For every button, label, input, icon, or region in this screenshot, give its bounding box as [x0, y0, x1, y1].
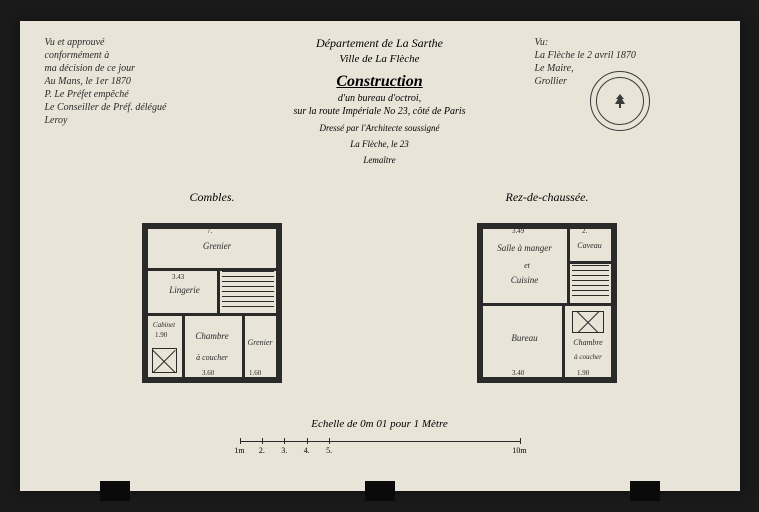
dimension: 3.49 — [512, 227, 524, 235]
scale-tick — [329, 438, 330, 444]
scale-tick — [307, 438, 308, 444]
approval-line: Au Mans, le 1er 1870 — [45, 75, 225, 88]
eagle-icon — [610, 91, 630, 111]
approval-line: Vu et approuvé — [45, 36, 225, 49]
approval-line: Le Conseiller de Préf. délégué — [45, 101, 225, 114]
scale-line — [240, 441, 520, 442]
approval-line: La Flèche le 2 avril 1870 — [535, 49, 715, 62]
scale-number: 3. — [281, 446, 287, 455]
room-label: Salle à manger — [487, 243, 562, 253]
approval-line: Vu: — [535, 36, 715, 49]
subtitle2: sur la route Impériale No 23, côté de Pa… — [225, 106, 535, 117]
stairs — [572, 265, 609, 301]
inner-wall — [562, 303, 565, 377]
cross-hatch — [572, 311, 604, 333]
main-title: Construction — [225, 73, 535, 91]
dimension: 7. — [207, 227, 212, 235]
dimension: 3.60 — [202, 369, 214, 377]
scale-number: 2. — [259, 446, 265, 455]
approval-left: Vu et approuvé conformément à ma décisio… — [45, 36, 225, 165]
dimension: 3.40 — [512, 369, 524, 377]
dimension: 3.43 — [172, 273, 184, 281]
inner-wall — [217, 268, 220, 316]
ville-line: Ville de La Flèche — [225, 53, 535, 65]
room-label: Cabinet — [149, 321, 179, 329]
room-label: Grenier — [245, 338, 275, 347]
room-label: à coucher — [187, 353, 237, 362]
room-label: Chambre — [187, 331, 237, 341]
architect-loc: La Flèche, le 23 — [225, 139, 535, 149]
scale-number: 1m — [234, 446, 244, 455]
cross-hatch — [152, 348, 177, 373]
scale-tick — [520, 438, 521, 444]
plan-rdc: Rez-de-chaussée. — [462, 190, 632, 393]
floor-plan-combles: Grenier Lingerie Cabinet Chambre à couch… — [127, 213, 297, 393]
scale-tick — [262, 438, 263, 444]
plan-combles: Combles. — [127, 190, 297, 393]
inner-wall — [148, 313, 276, 316]
title-block: Département de La Sarthe Ville de La Flè… — [225, 36, 535, 165]
floor-plan-rdc: Salle à manger et Cuisine Caveau Bureau … — [462, 213, 632, 393]
dimension: 1.90 — [577, 369, 589, 377]
room-label: Caveau — [572, 241, 607, 250]
room-label: Lingerie — [157, 285, 212, 295]
seal-inner — [596, 77, 644, 125]
signature-center: Lemaître — [225, 155, 535, 165]
room-label: à coucher — [567, 353, 609, 361]
scale-label: Echelle de 0m 01 pour 1 Mètre — [45, 418, 715, 430]
dimension: 1.60 — [249, 369, 261, 377]
scale-number: 10m — [512, 446, 526, 455]
inner-wall — [567, 229, 570, 306]
stairs — [222, 271, 274, 311]
subtitle: d'un bureau d'octroi, — [225, 93, 535, 104]
architectural-drawing: Vu et approuvé conformément à ma décisio… — [20, 21, 740, 491]
inner-wall — [182, 313, 185, 377]
signature: Leroy — [45, 114, 225, 127]
approval-line: P. Le Préfet empêché — [45, 88, 225, 101]
scale-tick — [284, 438, 285, 444]
room-label: Chambre — [567, 338, 609, 347]
plan-label: Combles. — [127, 190, 297, 205]
binder-clip — [630, 481, 660, 501]
binder-clip — [365, 481, 395, 501]
scale-bar: 1m2.3.4.5.10m — [240, 438, 520, 453]
official-seal — [590, 71, 650, 131]
department-line: Département de La Sarthe — [225, 36, 535, 51]
approval-line: conformément à — [45, 49, 225, 62]
room-label: Cuisine — [497, 275, 552, 285]
plan-label: Rez-de-chaussée. — [462, 190, 632, 205]
dimension: 2. — [582, 227, 587, 235]
plans-row: Combles. — [45, 190, 715, 393]
scale-tick — [240, 438, 241, 444]
scale-row: Echelle de 0m 01 pour 1 Mètre 1m 2. 3. 4. 5.… — [45, 418, 715, 458]
architect-line: Dressé par l'Architecte soussigné — [225, 123, 535, 133]
binder-clip — [100, 481, 130, 501]
inner-wall — [567, 261, 611, 264]
scale-number: 5. — [326, 446, 332, 455]
scale-number: 4. — [304, 446, 310, 455]
room-label: Bureau — [497, 333, 552, 343]
room-label: et — [517, 261, 537, 270]
room-label: Grenier — [187, 241, 247, 251]
approval-line: ma décision de ce jour — [45, 62, 225, 75]
inner-wall — [483, 303, 611, 306]
dimension: 1.90 — [155, 331, 167, 339]
